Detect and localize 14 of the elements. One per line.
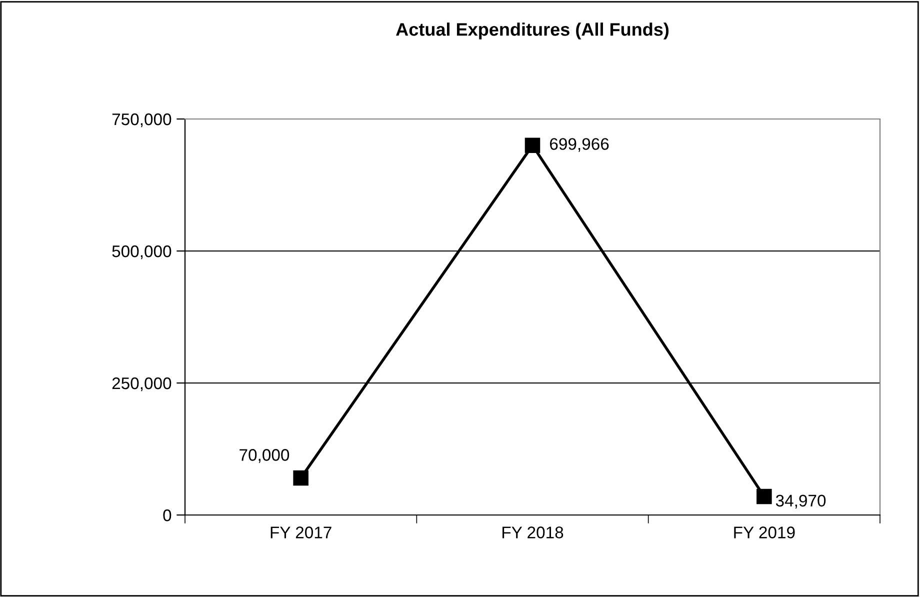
point bbox=[293, 470, 308, 486]
x-tick-label: FY 2017 bbox=[270, 526, 332, 538]
y-tick-label: 750,000 bbox=[112, 113, 172, 128]
x-tick-label: FY 2018 bbox=[502, 526, 564, 538]
point bbox=[524, 138, 540, 154]
data-label: 699,966 bbox=[550, 138, 609, 152]
y-tick-label: 0 bbox=[163, 509, 172, 522]
y-tick-label: 250,000 bbox=[112, 377, 172, 392]
chart-title: Actual Expenditures (All Funds) bbox=[396, 22, 669, 40]
point bbox=[756, 488, 772, 504]
data-label: 70,000 bbox=[240, 449, 290, 463]
y-tick-label: 500,000 bbox=[112, 245, 172, 260]
x-tick-label: FY 2019 bbox=[734, 526, 795, 538]
data-label: 34,970 bbox=[776, 494, 826, 509]
